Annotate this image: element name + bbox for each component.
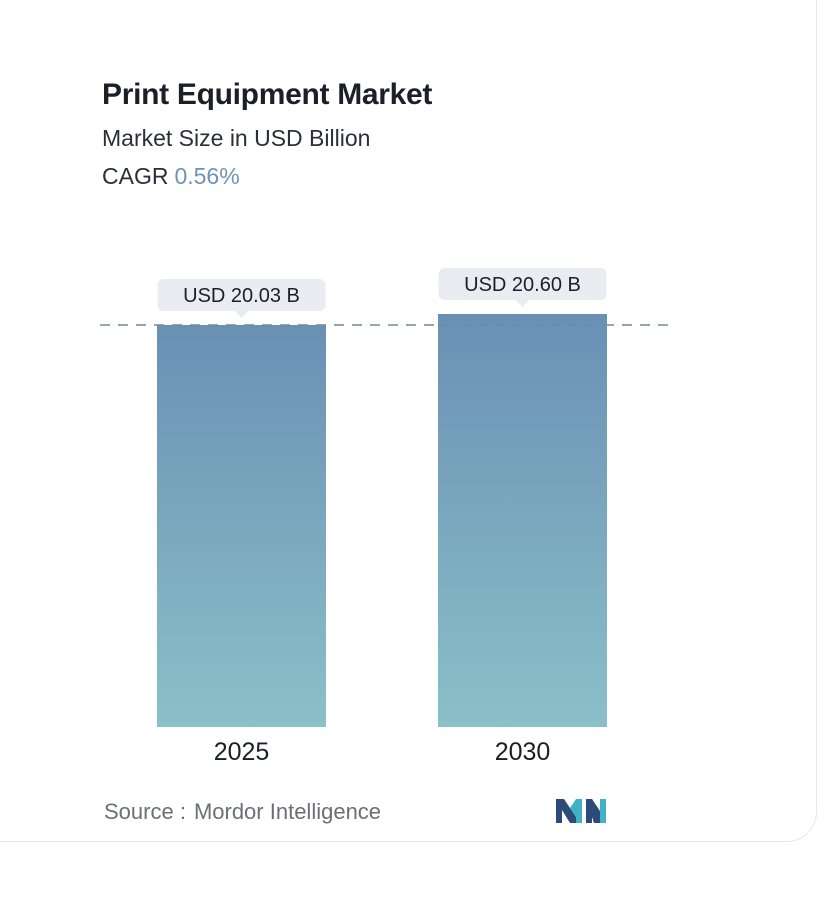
value-label-text: USD 20.03 B [183,285,300,307]
cagr-value: 0.56% [174,163,240,189]
value-label-2025: USD 20.03 B [157,279,326,318]
value-label-text: USD 20.60 B [464,274,581,296]
chart-subtitle: Market Size in USD Billion [102,125,371,151]
bar-2030 [438,314,607,727]
bar-2025 [157,325,326,727]
x-tick-2025: 2025 [214,738,270,766]
chart-card: Print Equipment Market Market Size in US… [0,0,817,842]
source-label: Source : [104,799,186,824]
value-label-2030: USD 20.60 B [438,268,607,307]
chart-title: Print Equipment Market [102,78,433,111]
cagr: CAGR 0.56% [102,163,240,190]
bar-chart: USD 20.03 B USD 20.60 B 2025 2030 [100,268,668,766]
x-tick-2030: 2030 [495,738,551,766]
cagr-label: CAGR [102,163,169,189]
mordor-intelligence-logo-icon [556,799,606,823]
source-name: Mordor Intelligence [193,799,382,824]
source: Source : Mordor Intelligence [104,799,381,825]
